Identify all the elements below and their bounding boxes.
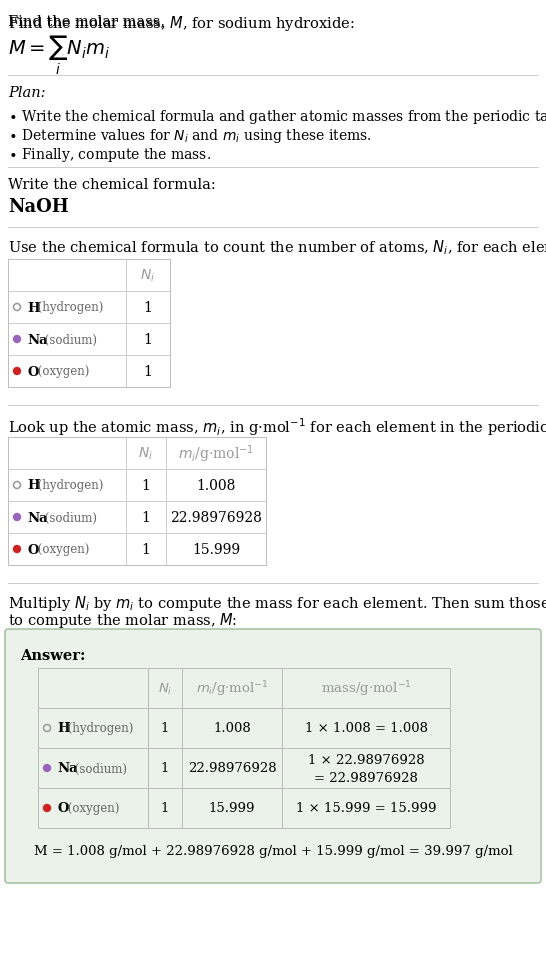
Text: O: O xyxy=(27,543,39,555)
Text: (hydrogen): (hydrogen) xyxy=(64,722,133,735)
Text: 1 × 1.008 = 1.008: 1 × 1.008 = 1.008 xyxy=(305,722,428,735)
Text: 1: 1 xyxy=(144,333,152,347)
Text: H: H xyxy=(57,722,70,735)
Circle shape xyxy=(14,368,21,375)
Text: $M = \sum_i N_i m_i$: $M = \sum_i N_i m_i$ xyxy=(8,34,110,77)
Text: Write the chemical formula:: Write the chemical formula: xyxy=(8,178,216,192)
Text: H: H xyxy=(27,479,40,492)
Text: 1 × 22.98976928: 1 × 22.98976928 xyxy=(308,753,424,767)
Text: 1: 1 xyxy=(161,762,169,775)
Text: (sodium): (sodium) xyxy=(41,333,97,346)
Text: 15.999: 15.999 xyxy=(209,801,255,815)
Text: Answer:: Answer: xyxy=(20,649,86,662)
Text: 1: 1 xyxy=(144,364,152,379)
Circle shape xyxy=(14,546,21,553)
Text: mass/g$\cdot$mol$^{-1}$: mass/g$\cdot$mol$^{-1}$ xyxy=(321,678,412,698)
Circle shape xyxy=(44,765,50,772)
Text: O: O xyxy=(57,801,68,815)
Circle shape xyxy=(44,804,50,812)
Text: Na: Na xyxy=(57,762,78,775)
Text: Multiply $N_i$ by $m_i$ to compute the mass for each element. Then sum those val: Multiply $N_i$ by $m_i$ to compute the m… xyxy=(8,593,546,612)
Text: $N_i$: $N_i$ xyxy=(139,445,153,461)
Text: (sodium): (sodium) xyxy=(71,762,127,775)
Text: 22.98976928: 22.98976928 xyxy=(188,762,276,775)
Text: to compute the molar mass, $M$:: to compute the molar mass, $M$: xyxy=(8,610,238,629)
Text: 1: 1 xyxy=(161,801,169,815)
Text: 1.008: 1.008 xyxy=(197,479,236,492)
Text: 1: 1 xyxy=(141,510,151,525)
Text: (hydrogen): (hydrogen) xyxy=(34,301,103,314)
Text: 1: 1 xyxy=(141,542,151,556)
Text: $m_i$/g$\cdot$mol$^{-1}$: $m_i$/g$\cdot$mol$^{-1}$ xyxy=(178,443,254,464)
Text: $m_i$/g$\cdot$mol$^{-1}$: $m_i$/g$\cdot$mol$^{-1}$ xyxy=(195,678,268,698)
Text: Use the chemical formula to count the number of atoms, $N_i$, for each element:: Use the chemical formula to count the nu… xyxy=(8,237,546,257)
Text: $\bullet$ Determine values for $N_i$ and $m_i$ using these items.: $\bullet$ Determine values for $N_i$ and… xyxy=(8,127,372,145)
Text: Na: Na xyxy=(27,333,48,346)
Text: (oxygen): (oxygen) xyxy=(34,543,90,555)
Text: (hydrogen): (hydrogen) xyxy=(34,479,103,492)
Circle shape xyxy=(14,336,21,343)
Text: O: O xyxy=(27,365,39,378)
Text: $\bullet$ Finally, compute the mass.: $\bullet$ Finally, compute the mass. xyxy=(8,146,211,163)
Text: $\bullet$ Write the chemical formula and gather atomic masses from the periodic : $\bullet$ Write the chemical formula and… xyxy=(8,108,546,126)
Text: (oxygen): (oxygen) xyxy=(64,801,120,815)
Circle shape xyxy=(14,514,21,521)
Text: 22.98976928: 22.98976928 xyxy=(170,510,262,525)
Text: (oxygen): (oxygen) xyxy=(34,365,90,378)
Text: $N_i$: $N_i$ xyxy=(158,680,172,696)
Text: = 22.98976928: = 22.98976928 xyxy=(314,772,418,785)
Text: H: H xyxy=(27,301,40,314)
Text: (sodium): (sodium) xyxy=(41,511,97,524)
FancyBboxPatch shape xyxy=(5,629,541,883)
Text: $N_i$: $N_i$ xyxy=(140,267,156,283)
Text: 1 × 15.999 = 15.999: 1 × 15.999 = 15.999 xyxy=(296,801,436,815)
Text: NaOH: NaOH xyxy=(8,198,69,216)
Text: 1: 1 xyxy=(144,301,152,314)
Text: 1: 1 xyxy=(141,479,151,492)
Text: Plan:: Plan: xyxy=(8,86,45,100)
Text: 1.008: 1.008 xyxy=(213,722,251,735)
Text: Find the molar mass, $M$, for sodium hydroxide:: Find the molar mass, $M$, for sodium hyd… xyxy=(8,14,355,33)
Text: 1: 1 xyxy=(161,722,169,735)
Text: Look up the atomic mass, $m_i$, in g$\cdot$mol$^{-1}$ for each element in the pe: Look up the atomic mass, $m_i$, in g$\cd… xyxy=(8,415,546,437)
Text: 15.999: 15.999 xyxy=(192,542,240,556)
Text: Na: Na xyxy=(27,511,48,524)
Text: Find the molar mass,: Find the molar mass, xyxy=(8,14,170,28)
Text: M = 1.008 g/mol + 22.98976928 g/mol + 15.999 g/mol = 39.997 g/mol: M = 1.008 g/mol + 22.98976928 g/mol + 15… xyxy=(34,844,512,857)
